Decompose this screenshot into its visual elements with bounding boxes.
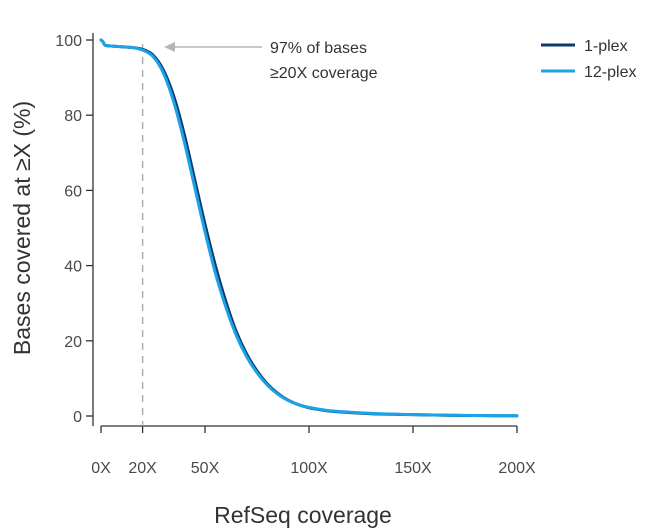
series-line-1-plex: [99, 38, 519, 418]
x-tick-label-50: 50X: [191, 460, 220, 477]
annotation-text-line-1: 97% of bases: [270, 40, 367, 57]
legend: 1-plex 12-plex: [541, 38, 636, 81]
series-layer: [99, 38, 519, 418]
x-tick-label-100: 100X: [290, 460, 328, 477]
y-axis-title: Bases covered at ≥X (%): [9, 101, 35, 355]
series-line-12-plex: [99, 38, 519, 418]
x-axis-title: RefSeq coverage: [214, 502, 392, 528]
legend-label-12-plex: 12-plex: [584, 64, 636, 81]
x-tick-label-150: 150X: [394, 460, 432, 477]
annotation-arrowhead: [164, 42, 175, 52]
y-tick-label-60: 60: [64, 183, 82, 200]
legend-label-1-plex: 1-plex: [584, 38, 628, 55]
y-tick-label-100: 100: [55, 33, 82, 50]
y-tick-label-80: 80: [64, 108, 82, 125]
x-tick-label-200: 200X: [498, 460, 536, 477]
y-tick-label-0: 0: [73, 409, 82, 426]
y-tick-label-20: 20: [64, 334, 82, 351]
x-tick-label-0: 0X: [91, 460, 111, 477]
y-tick-label-40: 40: [64, 259, 82, 276]
ticks-layer: 0 20 40 60 80 100 0X 20X 50X 100X 150X 200X: [55, 33, 536, 477]
axes: [92, 33, 517, 427]
x-tick-label-20: 20X: [128, 460, 157, 477]
annotation-layer: 97% of bases ≥20X coverage: [164, 40, 378, 82]
annotation-text-line-2: ≥20X coverage: [270, 65, 378, 82]
